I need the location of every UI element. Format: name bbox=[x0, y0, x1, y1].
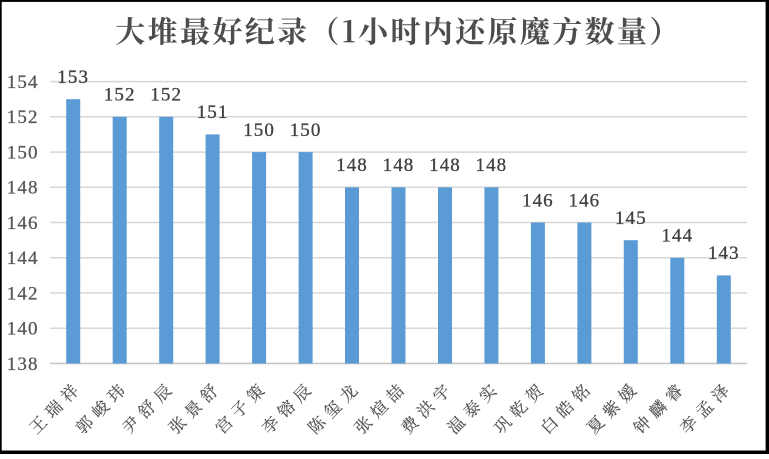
svg-text:143: 143 bbox=[708, 243, 740, 264]
svg-text:150: 150 bbox=[7, 142, 39, 163]
svg-text:144: 144 bbox=[7, 248, 39, 269]
svg-text:144: 144 bbox=[661, 226, 693, 247]
svg-text:153: 153 bbox=[57, 67, 89, 88]
svg-text:148: 148 bbox=[475, 155, 507, 176]
svg-text:146: 146 bbox=[522, 190, 554, 211]
svg-text:152: 152 bbox=[104, 85, 136, 106]
svg-text:145: 145 bbox=[615, 208, 647, 229]
svg-text:146: 146 bbox=[568, 190, 600, 211]
svg-text:150: 150 bbox=[243, 120, 275, 141]
svg-text:140: 140 bbox=[7, 319, 39, 340]
svg-text:148: 148 bbox=[429, 155, 461, 176]
svg-text:150: 150 bbox=[290, 120, 322, 141]
svg-text:148: 148 bbox=[7, 178, 39, 199]
svg-text:146: 146 bbox=[7, 213, 39, 234]
svg-text:152: 152 bbox=[7, 107, 39, 128]
svg-text:151: 151 bbox=[197, 102, 229, 123]
svg-text:148: 148 bbox=[336, 155, 368, 176]
svg-text:142: 142 bbox=[7, 283, 39, 304]
svg-text:138: 138 bbox=[7, 354, 39, 375]
svg-text:154: 154 bbox=[7, 72, 39, 93]
svg-text:148: 148 bbox=[383, 155, 415, 176]
svg-text:152: 152 bbox=[150, 85, 182, 106]
